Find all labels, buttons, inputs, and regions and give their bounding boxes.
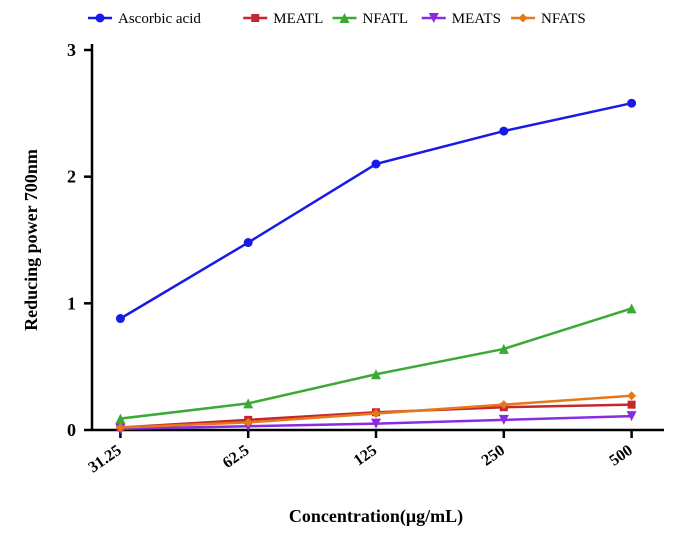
svg-text:Ascorbic acid: Ascorbic acid (118, 11, 201, 27)
svg-text:NFATS: NFATS (541, 11, 586, 27)
svg-text:Reducing power 700nm: Reducing power 700nm (21, 149, 41, 331)
svg-text:MEATS: MEATS (452, 11, 501, 27)
svg-text:MEATL: MEATL (273, 11, 323, 27)
svg-text:1: 1 (67, 293, 76, 313)
chart-container: 012331.2562.5125250500Reducing power 700… (0, 0, 688, 540)
svg-text:3: 3 (67, 40, 76, 60)
svg-text:Concentration(μg/mL): Concentration(μg/mL) (289, 506, 463, 527)
svg-text:2: 2 (67, 167, 76, 187)
svg-text:NFATL: NFATL (363, 11, 409, 27)
chart-svg: 012331.2562.5125250500Reducing power 700… (0, 0, 688, 540)
svg-text:0: 0 (67, 420, 76, 440)
